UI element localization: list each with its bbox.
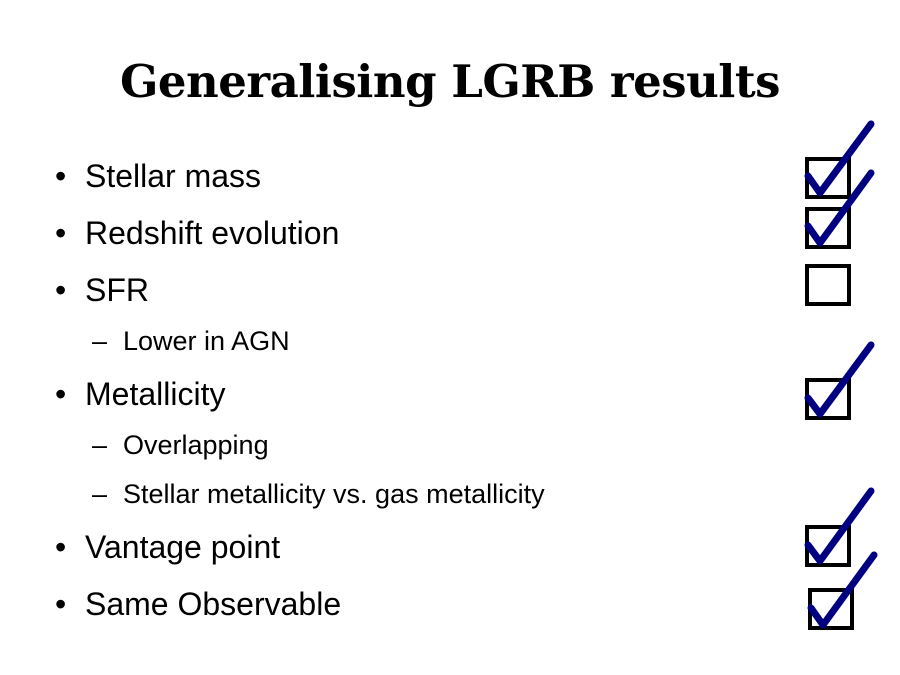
bullet-dot: • [55,586,67,622]
sub-bullet-label: Stellar metallicity vs. gas metallicity [123,479,545,509]
bullet-same-observable: • Same Observable [55,586,341,623]
checkbox-sfr [805,264,851,306]
bullet-label: Vantage point [85,529,281,565]
bullet-dot: • [55,158,67,194]
sub-bullet-dash: – [92,430,108,460]
bullet-metallicity: • Metallicity [55,376,225,413]
check-icon-metallicity [804,341,875,418]
slide-title: Generalising LGRB results [119,55,781,108]
bullet-dot: • [55,529,67,565]
bullet-dot: • [55,272,67,308]
bullet-label: Same Observable [85,586,342,622]
bullet-vantage-point: • Vantage point [55,529,280,566]
bullet-redshift-evolution: • Redshift evolution [55,215,339,252]
sub-bullet-lower-in-agn: – Lower in AGN [92,326,290,357]
check-icon-redshift-evolution [804,169,875,247]
sub-bullet-label: Lower in AGN [123,326,290,356]
check-icon-vantage-point [804,487,875,565]
bullet-stellar-mass: • Stellar mass [55,158,261,195]
sub-bullet-dash: – [92,326,108,356]
bullet-sfr: • SFR [55,272,149,309]
sub-bullet-label: Overlapping [123,430,269,460]
bullet-label: SFR [85,272,149,308]
check-icon-same-observable [807,551,878,629]
bullet-dot: • [55,215,67,251]
sub-bullet-stellar-vs-gas-metallicity: – Stellar metallicity vs. gas metallicity [92,479,545,510]
bullet-label: Redshift evolution [85,215,340,251]
bullet-label: Metallicity [85,376,226,412]
bullet-dot: • [55,376,67,412]
sub-bullet-overlapping: – Overlapping [92,430,269,461]
check-icon-stellar-mass [804,120,875,197]
sub-bullet-dash: – [92,479,108,509]
bullet-label: Stellar mass [85,158,262,194]
